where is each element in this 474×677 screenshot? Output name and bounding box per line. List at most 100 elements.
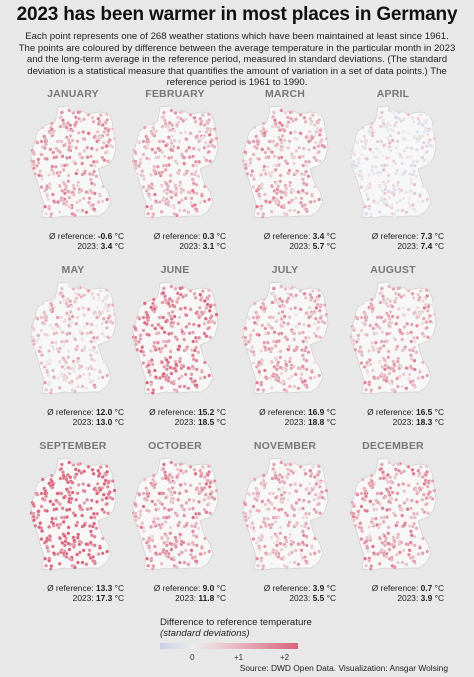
station-point (424, 320, 429, 325)
station-point (202, 375, 207, 380)
station-point (370, 340, 375, 345)
station-point (208, 159, 213, 164)
station-point (197, 147, 201, 152)
station-point (166, 378, 171, 383)
station-point (178, 482, 183, 487)
station-point (416, 200, 421, 205)
station-point (161, 110, 166, 115)
station-point (310, 311, 315, 316)
station-point (174, 362, 179, 367)
station-point (262, 192, 267, 197)
station-point (90, 291, 95, 296)
station-point (160, 326, 165, 331)
station-point (368, 323, 373, 328)
station-point (318, 128, 323, 133)
station-point (80, 384, 85, 389)
station-point (404, 210, 409, 215)
station-point (420, 497, 425, 502)
station-point (272, 330, 277, 335)
station-point (106, 128, 111, 133)
station-point (105, 469, 110, 474)
station-point (393, 298, 398, 303)
station-point (147, 157, 151, 161)
station-point (379, 286, 384, 291)
temperature-2023: 2023: 7.4 °C (397, 241, 444, 251)
station-point (197, 159, 202, 164)
station-point (172, 387, 177, 392)
station-point (193, 119, 198, 124)
station-point (81, 482, 86, 486)
station-point (145, 556, 150, 561)
station-point (153, 502, 158, 507)
reference-temperature: Ø reference: 16.5 °C (367, 407, 444, 417)
station-point (365, 194, 370, 198)
station-point (301, 498, 306, 503)
station-point (420, 375, 425, 380)
station-point (61, 470, 65, 475)
station-point (84, 542, 89, 547)
station-point (100, 360, 105, 365)
station-point (70, 304, 75, 309)
station-point (51, 199, 56, 204)
station-point (138, 333, 143, 338)
station-point (67, 547, 72, 552)
station-map (349, 105, 437, 219)
station-point (194, 345, 199, 350)
station-point (82, 148, 87, 153)
station-point (95, 139, 100, 144)
station-point (287, 520, 292, 525)
station-point (133, 326, 138, 331)
station-point (278, 489, 283, 494)
station-point (65, 155, 69, 160)
station-point (395, 168, 400, 173)
station-point (390, 211, 395, 216)
station-point (370, 164, 375, 169)
station-point (64, 311, 69, 316)
station-point (92, 169, 97, 174)
station-point (358, 345, 363, 350)
station-point (364, 211, 369, 216)
station-point (31, 326, 36, 331)
station-point (405, 145, 410, 150)
station-point (288, 306, 293, 311)
station-point (53, 516, 58, 521)
station-point (49, 127, 54, 132)
station-point (251, 152, 256, 157)
station-point (59, 110, 64, 115)
station-point (162, 506, 167, 511)
station-point (425, 484, 430, 489)
station-point (271, 139, 276, 144)
station-point (197, 499, 201, 504)
station-point (318, 316, 323, 321)
station-point (368, 499, 373, 504)
station-point (391, 544, 396, 549)
chart-title: 2023 has been warmer in most places in G… (16, 4, 458, 25)
station-point (351, 502, 356, 507)
station-point (386, 525, 391, 530)
station-point (38, 169, 43, 174)
station-point (374, 146, 379, 151)
station-point (268, 173, 273, 178)
station-point (173, 544, 178, 549)
station-point (304, 543, 309, 548)
station-point (43, 556, 48, 561)
station-point (386, 349, 391, 354)
station-point (84, 210, 89, 215)
station-point (303, 119, 308, 124)
station-point (310, 193, 314, 198)
station-point (54, 331, 59, 336)
station-point (59, 515, 64, 520)
station-point (191, 163, 196, 168)
station-point (164, 495, 168, 500)
station-point (322, 127, 327, 131)
station-point (76, 482, 81, 487)
station-point (415, 139, 420, 144)
station-point (317, 325, 321, 330)
station-point (95, 305, 100, 310)
station-point (287, 183, 292, 188)
station-point (196, 350, 201, 355)
station-point (194, 559, 199, 564)
station-point (193, 555, 197, 559)
station-point (49, 212, 54, 217)
station-point (378, 300, 383, 305)
